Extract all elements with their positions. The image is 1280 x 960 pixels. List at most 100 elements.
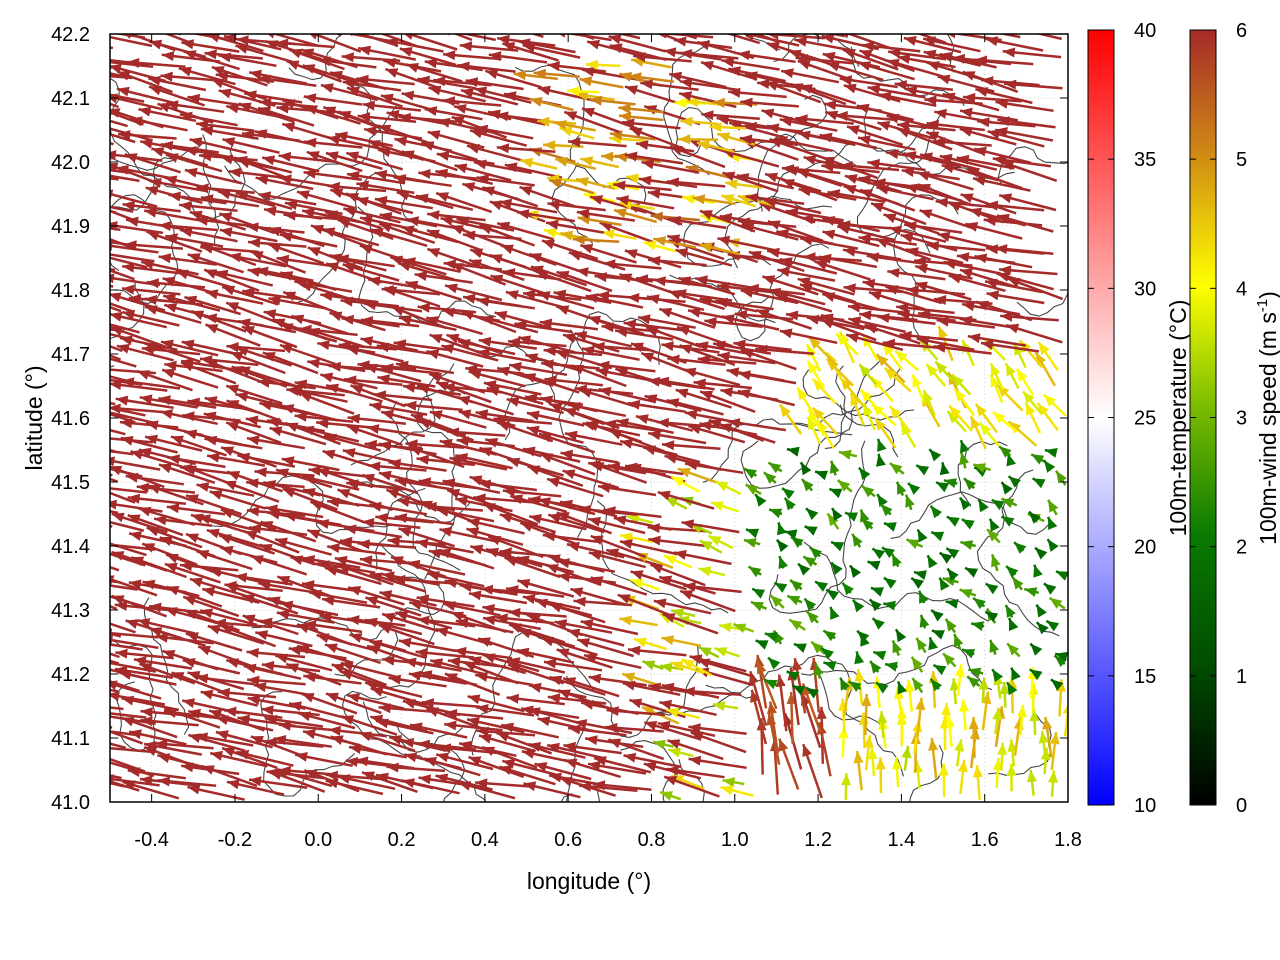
wind-vector-head [398, 527, 412, 537]
wind-vector-head [997, 116, 1010, 127]
wind-vector-head [369, 639, 383, 650]
wind-vector-head [931, 630, 945, 640]
wind-vector-head [901, 167, 915, 177]
wind-vector-head [717, 235, 731, 246]
wind-vector-head [146, 231, 160, 241]
wind-vector-head [664, 453, 678, 464]
wind-vector-head [186, 494, 199, 504]
wind-vector-head [736, 173, 750, 183]
wind-vector-head [340, 670, 353, 680]
wind-vector-head [418, 477, 432, 488]
wind-vector-head [393, 174, 407, 184]
wind-vector-head [581, 700, 594, 710]
wind-vector-head [148, 75, 161, 86]
wind-vector-head [682, 686, 695, 697]
wind-vector-head [598, 483, 611, 493]
wind-vector-head [127, 493, 141, 504]
x-tick-label: -0.2 [218, 829, 252, 851]
wind-vector-head [382, 655, 395, 666]
wind-vector-head [963, 92, 976, 103]
wind-vector-head [516, 209, 530, 219]
wind-vector-head [268, 243, 282, 253]
y-tick-label: 41.4 [51, 536, 90, 558]
wind-vector-head [609, 430, 623, 440]
wind-vector-head [467, 694, 481, 705]
wind-vector-head [681, 659, 695, 670]
wind-vector-head [126, 216, 139, 227]
wind-vector-head [129, 116, 143, 127]
wind-vector-head [528, 682, 542, 693]
wind-vector-head [919, 614, 930, 628]
wind-vector-head [613, 180, 626, 191]
wind-vector-head [870, 661, 882, 674]
wind-vector-head [440, 216, 454, 226]
wind-vector-head [822, 51, 836, 62]
wind-vector-head [140, 138, 153, 149]
wind-vector-head [960, 440, 970, 454]
wind-vector-head [394, 136, 408, 147]
wind-vector-head [460, 88, 474, 98]
wind-vector-head [677, 326, 691, 336]
wind-vector-head [807, 360, 819, 374]
wind-vector-head [264, 206, 277, 217]
wind-vector-head [659, 308, 673, 318]
wind-vector-head [820, 313, 834, 324]
wind-vector-head [248, 523, 262, 534]
wind-vector-head [585, 293, 599, 304]
wind-vector-head [288, 645, 302, 656]
wind-vector-head [999, 682, 1010, 695]
wind-vector-head [875, 757, 886, 770]
wind-vector-head [1042, 717, 1053, 730]
wind-vector-head [189, 137, 203, 147]
wind-vector-head [437, 117, 451, 128]
wind-vector-head [124, 34, 132, 39]
wind-vector-head [454, 104, 467, 114]
wind-vector-head [138, 106, 152, 117]
wind-vector-head [473, 493, 486, 504]
wind-vector-head [585, 735, 598, 746]
wind-vector-head [459, 41, 473, 52]
wind-vector-head [806, 314, 820, 325]
wind-vector-head [182, 658, 196, 668]
wind-vector-head [501, 722, 514, 733]
wind-vector-head [506, 397, 520, 407]
wind-vector-head [84, 373, 97, 383]
wind-vector-head [960, 540, 974, 550]
wind-vector-head [510, 494, 524, 505]
wind-vector-head [941, 703, 951, 716]
wind-vector-head [1005, 23, 1018, 33]
wind-vector [110, 72, 126, 79]
wind-vector-head [943, 653, 955, 666]
wind-vector-head [752, 588, 766, 599]
wind-vector-head [897, 54, 911, 64]
wind-vector-head [181, 762, 194, 773]
wind-vector-head [567, 86, 580, 97]
wind-vector-head [821, 648, 834, 660]
wind-vector-head [843, 185, 857, 195]
wind-vector [271, 34, 320, 48]
wind-vector-head [83, 772, 96, 782]
wind-vector-head [455, 496, 468, 507]
wind-vector-head [733, 623, 747, 633]
wind-vector [110, 268, 116, 272]
wind-vector-head [720, 785, 734, 796]
wind-vector-head [590, 535, 604, 545]
wind-vector-head [483, 615, 496, 626]
wind-vector [110, 402, 116, 406]
wind-vector-head [470, 544, 484, 555]
wind-vector-head [163, 293, 177, 304]
wind-vector-head [905, 494, 915, 508]
wind-vector-head [931, 531, 945, 542]
wind-vector-head [640, 79, 653, 90]
wind-vector-head [668, 747, 681, 758]
wind-vector-head [320, 372, 334, 383]
wind-vector-head [920, 152, 933, 163]
wind-vector-head [329, 311, 343, 322]
wind-vector-head [642, 660, 656, 670]
wind-vector-head [968, 667, 982, 678]
wind-vector [998, 34, 1021, 39]
wind-vector-head [347, 86, 360, 97]
wind-vector [163, 34, 195, 46]
wind-vector-head [347, 425, 360, 435]
wind-vector-head [822, 292, 836, 302]
